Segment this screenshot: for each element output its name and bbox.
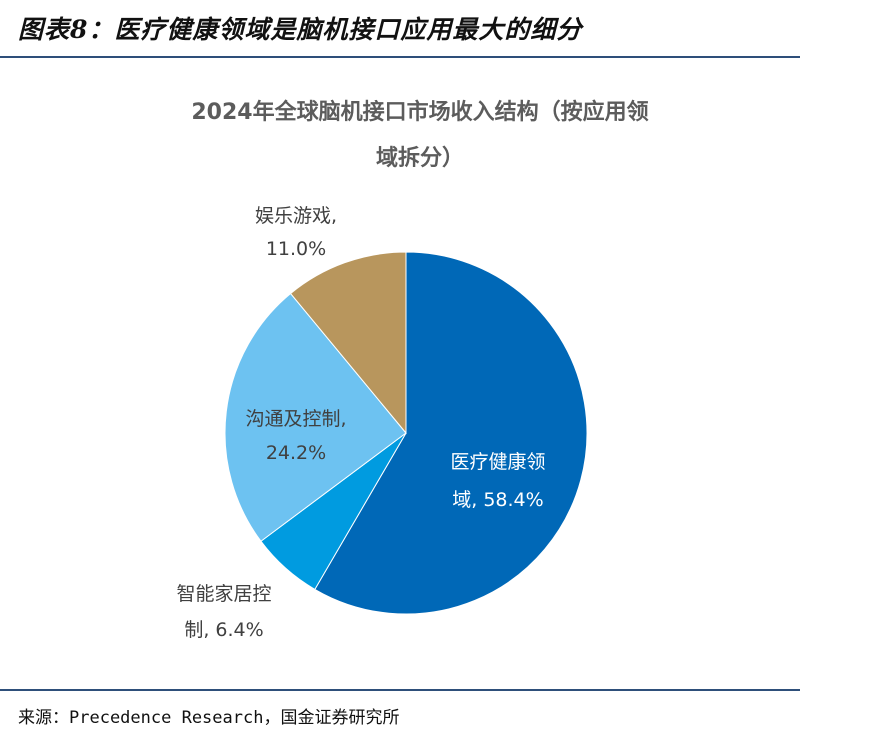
chart-title-line-1: 2024年全球脑机接口市场收入结构（按应用领 <box>191 100 649 125</box>
slice-label-4-line-1: 娱乐游戏, <box>255 205 337 227</box>
chart-title: 2024年全球脑机接口市场收入结构（按应用领 域拆分） <box>110 90 730 182</box>
footer-divider <box>0 689 800 691</box>
pie-slice-4 <box>289 251 407 435</box>
slice-label-2-line-1: 智能家居控 <box>176 583 271 605</box>
slice-label-3-line-2: 24.2% <box>266 442 326 464</box>
header-divider <box>0 56 800 58</box>
slice-label-2-line-2: 制, 6.4% <box>184 619 263 641</box>
slice-label-4-line-2: 11.0% <box>266 238 326 260</box>
slice-label-3-line-1: 沟通及控制, <box>245 408 346 430</box>
chart-title-line-2: 域拆分） <box>375 146 464 171</box>
slice-label-1-line-1: 医疗健康领 <box>450 451 545 473</box>
slice-label-1-line-2: 域, 58.4% <box>452 489 543 511</box>
source-note: 来源：Precedence Research，国金证券研究所 <box>18 708 400 728</box>
pie-slice-1 <box>314 251 588 615</box>
figure-title: 图表8：医疗健康领域是脑机接口应用最大的细分 <box>18 15 583 44</box>
pie-slice-3 <box>224 292 407 542</box>
